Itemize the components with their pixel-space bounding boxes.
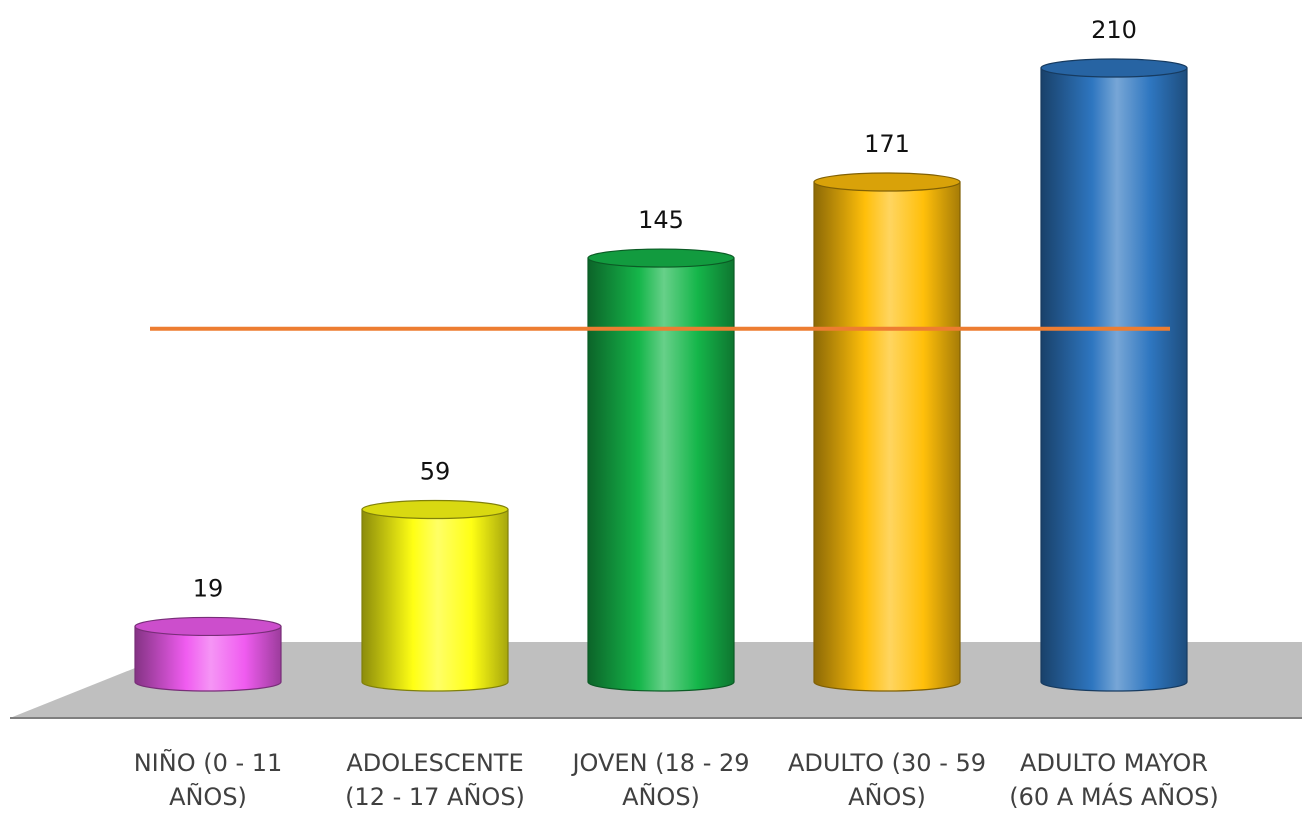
bars-group [134, 58, 1188, 692]
bar-top-4 [813, 172, 961, 192]
category-label-2: ADOLESCENTE (12 - 17 AÑOS) [345, 749, 525, 811]
bar-top-3 [587, 248, 735, 268]
bar-top-2 [361, 499, 509, 520]
bar-5 [1040, 67, 1188, 692]
bar-3 [587, 257, 735, 692]
value-labels-group: 19 59 145 171 210 [193, 16, 1137, 602]
value-label-1: 19 [193, 574, 224, 602]
bar-4 [813, 181, 961, 692]
value-label-4: 171 [864, 130, 910, 158]
category-label-1: NIÑO (0 - 11 AÑOS) [133, 749, 283, 811]
bar-2 [361, 508, 509, 692]
value-label-2: 59 [420, 457, 451, 485]
category-label-3: JOVEN (18 - 29 AÑOS) [572, 749, 750, 811]
category-label-5: ADULTO MAYOR (60 A MÁS AÑOS) [1009, 749, 1219, 811]
bar-top-5 [1040, 58, 1188, 78]
value-label-3: 145 [638, 206, 684, 234]
bar-top-1 [134, 616, 282, 637]
category-label-4: ADULTO (30 - 59 AÑOS) [787, 749, 987, 811]
value-label-5: 210 [1091, 16, 1137, 44]
bar-1 [134, 625, 282, 692]
